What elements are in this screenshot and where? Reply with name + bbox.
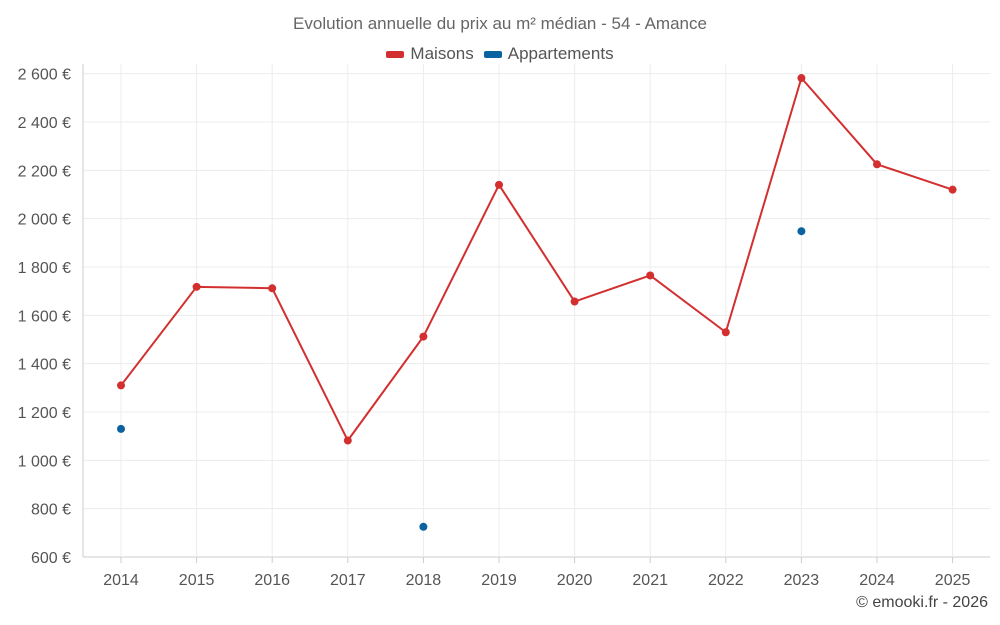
x-tick-label-2018: 2018 [406, 572, 442, 589]
x-tick-label-2023: 2023 [784, 572, 820, 589]
data-point-maisons-2017 [343, 436, 352, 445]
chart-title: Evolution annuelle du prix au m² médian … [293, 14, 707, 33]
x-tick-label-2019: 2019 [481, 572, 517, 589]
y-tick-label-1400: 1 400 € [18, 357, 71, 374]
data-point-appartements-2014 [117, 424, 125, 433]
chart-legend: Maisons Appartements [0, 44, 1000, 64]
y-tick-label-1600: 1 600 € [18, 308, 71, 325]
y-tick-label-1000: 1 000 € [18, 453, 71, 470]
data-point-maisons-2022 [721, 328, 730, 337]
y-tick-label-600: 600 € [31, 550, 71, 567]
y-tick-label-1200: 1 200 € [18, 405, 71, 422]
copyright-credit: © emooki.fr - 2026 [856, 594, 988, 611]
data-point-maisons-2020 [570, 297, 579, 306]
x-tick-label-2020: 2020 [557, 572, 593, 589]
y-tick-label-2600: 2 600 € [18, 67, 71, 84]
y-tick-label-1800: 1 800 € [18, 260, 71, 277]
x-tick-label-2015: 2015 [179, 572, 215, 589]
data-point-maisons-2014 [117, 381, 125, 390]
data-point-appartements-2023 [797, 227, 806, 236]
x-tick-label-2016: 2016 [254, 572, 290, 589]
y-tick-label-800: 800 € [31, 502, 71, 519]
data-point-maisons-2018 [419, 332, 428, 341]
legend-item-maisons[interactable]: Maisons [386, 44, 474, 64]
data-point-maisons-2021 [646, 271, 655, 280]
legend-swatch-maisons [386, 50, 405, 58]
x-tick-label-2022: 2022 [708, 572, 744, 589]
x-tick-label-2024: 2024 [859, 572, 895, 589]
y-tick-label-2000: 2 000 € [18, 212, 71, 229]
series-line-maisons [120, 77, 953, 442]
x-tick-label-2017: 2017 [330, 572, 366, 589]
data-point-maisons-2019 [495, 180, 503, 189]
data-point-maisons-2023 [797, 74, 806, 83]
data-point-maisons-2015 [192, 282, 201, 291]
x-tick-label-2021: 2021 [632, 572, 668, 589]
y-tick-label-2400: 2 400 € [18, 115, 71, 132]
data-point-maisons-2024 [873, 160, 881, 169]
legend-item-appartements[interactable]: Appartements [483, 44, 614, 64]
data-point-appartements-2018 [419, 522, 428, 531]
data-point-maisons-2016 [268, 284, 277, 293]
y-tick-label-2200: 2 200 € [18, 163, 71, 180]
data-point-maisons-2025 [948, 185, 957, 194]
legend-swatch-appartements [483, 50, 502, 58]
x-tick-label-2025: 2025 [935, 572, 971, 589]
legend-label-maisons: Maisons [410, 44, 474, 63]
legend-label-appartements: Appartements [507, 44, 614, 63]
x-tick-label-2014: 2014 [103, 572, 139, 589]
